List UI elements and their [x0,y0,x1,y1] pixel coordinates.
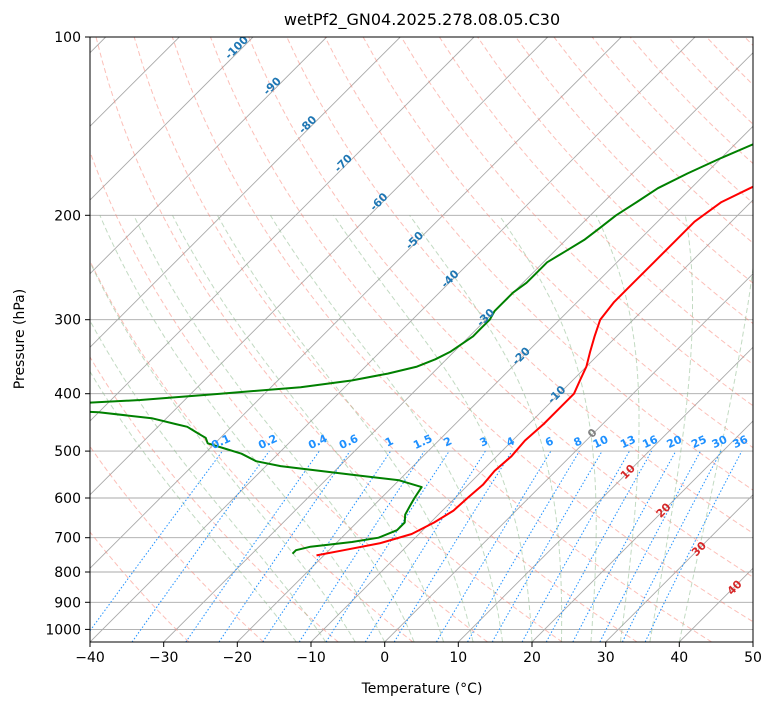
mixing-ratio-line [263,451,391,642]
y-tick-label: 400 [54,387,81,403]
y-tick-label: 600 [54,491,81,507]
isotherm-line [16,37,621,642]
dry-adiabat-line [516,37,775,642]
mixing-ratio-line [82,451,223,642]
x-tick-label: 30 [597,650,615,666]
mixing-ratio-label: 8 [572,434,584,449]
dry-adiabat-label: -40 [438,267,461,290]
isotherm-line [385,37,775,642]
mixing-ratio-line [522,451,629,642]
mixing-ratio-label: 6 [543,434,556,449]
dry-adiabat-label: -20 [510,344,533,367]
y-tick-label: 300 [54,313,81,329]
isotherm-line [0,37,474,642]
dry-adiabat-line [592,37,775,642]
x-tick-label: −10 [296,650,326,666]
mixing-ratio-line [546,451,651,642]
mixing-ratio-label: 1.5 [411,432,434,452]
dry-adiabat-line [363,37,775,642]
mixing-ratio-line [468,451,580,642]
chart-background-lines [0,37,775,642]
dry-adiabat-label: -90 [261,74,284,97]
mixing-ratio-label: 25 [689,433,708,451]
moist-adiabat-line [499,215,596,642]
isotherm-line [753,37,775,642]
x-tick-label: 10 [449,650,467,666]
y-tick-label: 900 [54,595,81,611]
dry-adiabat-line [58,37,488,642]
moist-adiabat-line [173,215,444,642]
dry-adiabat-line [668,37,775,642]
mixing-ratio-line [600,451,701,642]
y-tick-label: 500 [54,444,81,460]
moist-adiabat-line [596,215,639,642]
dry-adiabat-label: -80 [296,113,319,136]
x-axis-label: Temperature (°C) [361,681,483,697]
dry-adiabat-label: -50 [403,229,426,252]
mixing-ratio-label: 36 [731,433,751,451]
moist-adiabat-line [217,215,473,642]
dry-adiabat-line [0,37,338,642]
mixing-ratio-label: 2 [442,434,454,449]
moist-adiabat-line [679,215,758,642]
x-tick-label: −40 [75,650,105,666]
isotherm-line [458,37,775,642]
plot-frame [90,37,753,642]
isotherm-line [0,37,327,642]
x-tick-label: −20 [223,650,253,666]
mixing-ratio-label: 16 [640,433,660,451]
mixing-ratio-line [132,451,269,642]
moist-adiabat-line [42,215,325,642]
x-tick-label: 0 [380,650,389,666]
y-axis-label: Pressure (hPa) [12,289,28,389]
chart-title: wetPf2_GN04.2025.278.08.05.C30 [284,10,560,30]
temperature-line [317,37,775,555]
mixing-ratio-label: 30 [710,433,730,451]
moist-adiabat-line [70,215,356,642]
y-tick-label: 700 [54,531,81,547]
dry-adiabat-label: -60 [367,190,390,213]
dry-adiabat-label: -70 [332,151,355,174]
x-tick-label: 40 [670,650,688,666]
dry-adiabat-label: 40 [725,577,745,597]
isotherm-line [164,37,769,642]
mixing-ratio-label: 1 [383,434,395,449]
x-tick-label: 20 [523,650,541,666]
mixing-ratio-label: 0.4 [306,432,329,452]
dry-adiabat-line [745,37,775,642]
moist-adiabat-line [100,215,385,642]
x-tick-label: −30 [149,650,179,666]
y-tick-label: 200 [54,208,81,224]
mixing-ratio-line [394,451,512,642]
dry-adiabat-line [707,37,775,642]
y-tick-label: 100 [54,30,81,46]
mixing-ratio-line [219,451,350,642]
dry-adiabat-line [134,37,637,642]
mixing-ratio-label: 3 [478,434,490,449]
x-tick-label: 50 [744,650,762,666]
isotherm-line [0,37,253,642]
y-tick-label: 800 [54,565,81,581]
dry-adiabat-line [20,37,413,642]
mixing-ratio-label: 13 [618,433,637,451]
isotherm-line [90,37,695,642]
dry-adiabat-line [0,37,189,642]
isotherm-line [0,37,548,642]
y-tick-label: 1000 [45,622,81,638]
